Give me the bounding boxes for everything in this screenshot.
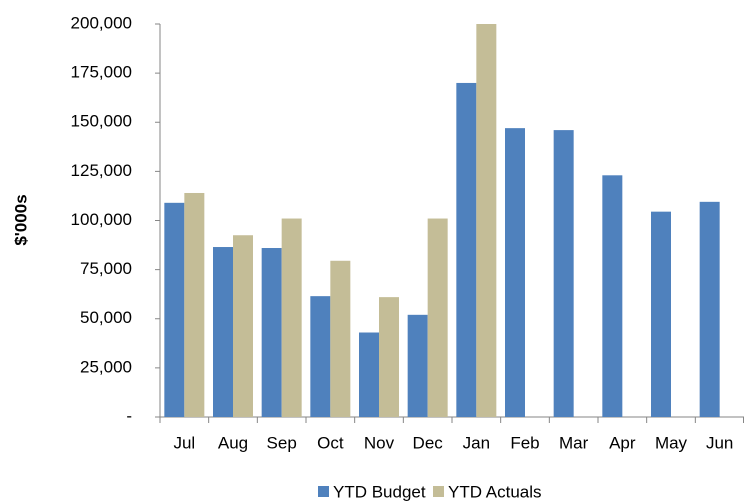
bar (456, 82, 477, 417)
bar (330, 260, 351, 417)
bar (505, 128, 525, 417)
bar (164, 202, 185, 417)
x-tick-label: Mar (559, 433, 589, 452)
y-tick-label: 75,000 (80, 259, 132, 278)
y-tick-label: 25,000 (80, 357, 132, 376)
x-tick-label: Jul (173, 433, 195, 452)
x-tick-label: Apr (609, 433, 636, 452)
y-tick-label: 150,000 (71, 112, 132, 131)
x-tick-label: Feb (510, 433, 539, 452)
legend-swatch (318, 486, 329, 497)
x-tick-label: Sep (267, 433, 297, 452)
y-axis-label: $'000s (11, 194, 30, 245)
legend-label: YTD Budget (333, 482, 426, 501)
y-tick-label: - (126, 406, 132, 425)
bar (213, 247, 233, 417)
y-tick-label: 175,000 (71, 63, 132, 82)
y-tick-label: 125,000 (71, 161, 132, 180)
bar (427, 218, 448, 417)
x-tick-label: Jan (463, 433, 490, 452)
bar (379, 297, 399, 417)
bar (310, 296, 331, 417)
y-tick-label: 200,000 (71, 13, 132, 32)
bar (281, 218, 302, 417)
bar (651, 211, 671, 417)
x-tick-label: May (655, 433, 688, 452)
legend-label: YTD Actuals (448, 482, 542, 501)
bar (476, 24, 497, 417)
x-tick-label: Aug (218, 433, 248, 452)
bar (602, 175, 623, 417)
x-tick-label: Oct (317, 433, 344, 452)
bar (184, 192, 205, 417)
bar (261, 248, 282, 417)
bar (359, 332, 379, 417)
x-tick-label: Jun (706, 433, 733, 452)
x-tick-label: Dec (413, 433, 444, 452)
bar (407, 314, 428, 417)
bar (233, 235, 253, 417)
bar (553, 130, 574, 418)
y-tick-label: 50,000 (80, 308, 132, 327)
bar (699, 201, 720, 417)
x-tick-label: Nov (364, 433, 395, 452)
y-tick-label: 100,000 (71, 210, 132, 229)
legend-swatch (433, 486, 444, 497)
